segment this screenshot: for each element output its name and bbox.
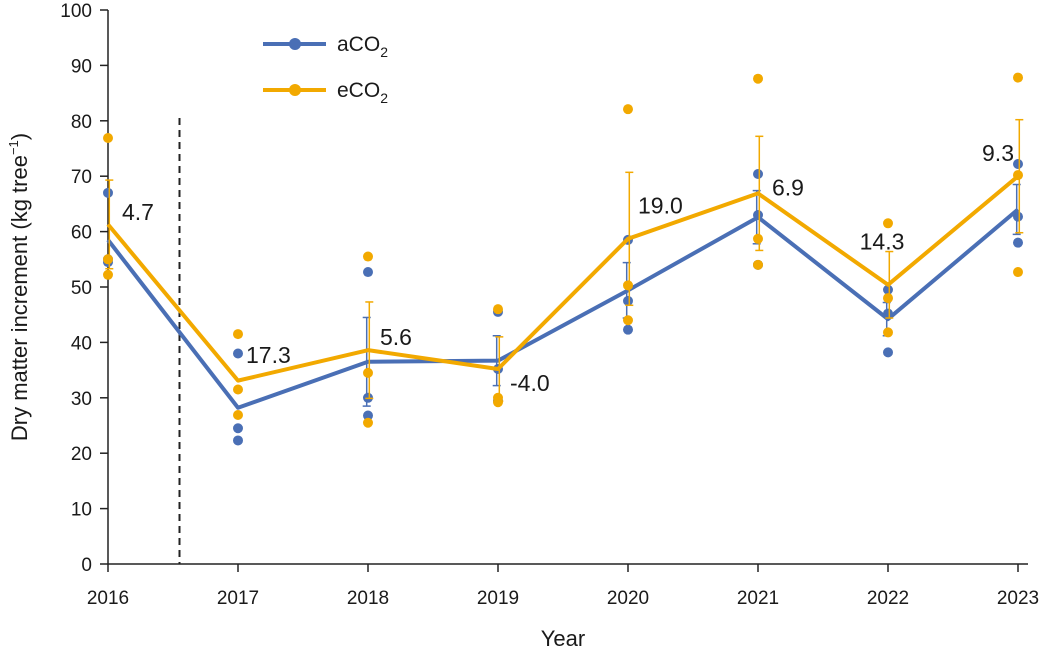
percent-change-label-2017: 17.3 [246,342,291,368]
x-axis-title: Year [541,626,585,650]
series-eco2 [103,72,1024,428]
y-tick-label-0: 0 [81,555,92,576]
x-tick-label-2018: 2018 [347,588,389,609]
data-point-aco2-2023-2 [1013,211,1023,222]
data-point-eco2-2022-3 [883,327,893,338]
data-point-aco2-2021-2 [753,209,763,220]
data-point-aco2-2022-3 [883,347,893,358]
data-point-eco2-2016-1 [103,132,113,143]
percent-change-label-2018: 5.6 [380,324,412,350]
data-point-eco2-2022-2 [883,293,893,304]
legend-label-eco2: eCO2 [337,79,388,106]
y-tick-label-70: 70 [71,167,92,188]
data-point-eco2-2022-1 [883,218,893,229]
y-axis-ticks: 0 10 20 30 40 50 60 70 80 90 100 [60,1,108,576]
data-point-eco2-2023-2 [1013,170,1023,181]
data-point-aco2-2020-3 [623,324,633,335]
percent-change-labels: 4.7 17.3 5.6 -4.0 19.0 6.9 14.3 9.3 [122,140,1014,396]
data-point-eco2-2023-1 [1013,72,1023,83]
data-point-aco2-2017-2 [233,423,243,434]
x-tick-label-2020: 2020 [607,588,649,609]
data-point-aco2-2022-1 [883,284,893,295]
data-point-aco2-2022-2 [883,308,893,319]
legend-marker-aco2 [289,38,301,50]
y-tick-label-10: 10 [71,500,92,521]
data-point-eco2-2017-3 [233,409,243,420]
data-point-eco2-2018-3 [363,417,373,428]
y-tick-label-40: 40 [71,333,92,354]
percent-change-label-2021: 6.9 [772,174,804,200]
y-tick-label-20: 20 [71,444,92,465]
data-point-aco2-2016-1 [103,187,113,198]
x-tick-label-2019: 2019 [477,588,519,609]
x-tick-label-2022: 2022 [867,588,909,609]
x-tick-label-2016: 2016 [87,588,129,609]
y-axis-title: Dry matter increment (kg tree−1) [6,133,32,441]
data-point-eco2-2021-3 [753,259,763,270]
y-tick-label-30: 30 [71,389,92,410]
y-tick-label-90: 90 [71,56,92,77]
legend-label-eco2-subscript: 2 [380,90,388,106]
percent-change-label-2016: 4.7 [122,199,154,225]
data-point-aco2-2018-3 [363,410,373,421]
data-point-eco2-2017-1 [233,329,243,340]
data-point-aco2-2018-1 [363,267,373,278]
percent-change-label-2020: 19.0 [638,193,683,219]
data-point-aco2-2017-3 [233,435,243,446]
data-point-eco2-2018-2 [363,367,373,378]
data-point-eco2-2021-2 [753,233,763,244]
data-point-eco2-2021-1 [753,73,763,84]
legend: aCO2 eCO2 [263,33,388,106]
data-point-eco2-2016-2 [103,254,113,265]
y-axis-title-main: Dry matter increment (kg tree [7,155,32,441]
legend-entry-eco2: eCO2 [263,79,388,106]
legend-label-aco2-main: aCO [337,33,380,56]
x-axis-ticks: 2016 2017 2018 2019 2020 2021 2022 2023 [87,564,1039,609]
data-point-eco2-2023-3 [1013,267,1023,278]
data-point-eco2-2019-3 [493,397,503,408]
x-tick-label-2023: 2023 [997,588,1039,609]
data-point-eco2-2017-2 [233,384,243,395]
data-point-eco2-2019-1 [493,304,503,315]
series-layer [103,72,1024,446]
legend-label-aco2: aCO2 [337,33,388,60]
data-point-aco2-2023-3 [1013,237,1023,248]
data-point-eco2-2020-2 [623,280,633,291]
y-axis-title-close: ) [7,133,32,140]
data-point-eco2-2020-3 [623,315,633,326]
mean-line-aco2 [106,207,1020,410]
y-tick-label-100: 100 [60,1,92,22]
data-point-aco2-2023-1 [1013,159,1023,170]
x-tick-label-2021: 2021 [737,588,779,609]
data-point-aco2-2017-1 [233,348,243,359]
percent-change-label-2019: -4.0 [510,370,550,396]
y-tick-label-60: 60 [71,223,92,244]
y-tick-label-80: 80 [71,112,92,133]
y-tick-label-50: 50 [71,278,92,299]
x-tick-label-2017: 2017 [217,588,259,609]
legend-label-aco2-subscript: 2 [380,44,388,60]
legend-entry-aco2: aCO2 [263,33,388,60]
data-point-aco2-2021-1 [753,168,763,179]
data-point-eco2-2016-3 [103,269,113,280]
legend-label-eco2-main: eCO [337,79,380,102]
percent-change-label-2022: 14.3 [860,229,905,255]
y-axis-title-superscript: −1 [6,140,21,155]
data-point-eco2-2018-1 [363,251,373,262]
legend-marker-eco2 [289,84,301,96]
data-point-eco2-2020-1 [623,104,633,115]
mean-line-eco2 [106,174,1020,383]
percent-change-label-2023: 9.3 [982,140,1014,166]
data-point-aco2-2020-2 [623,295,633,306]
